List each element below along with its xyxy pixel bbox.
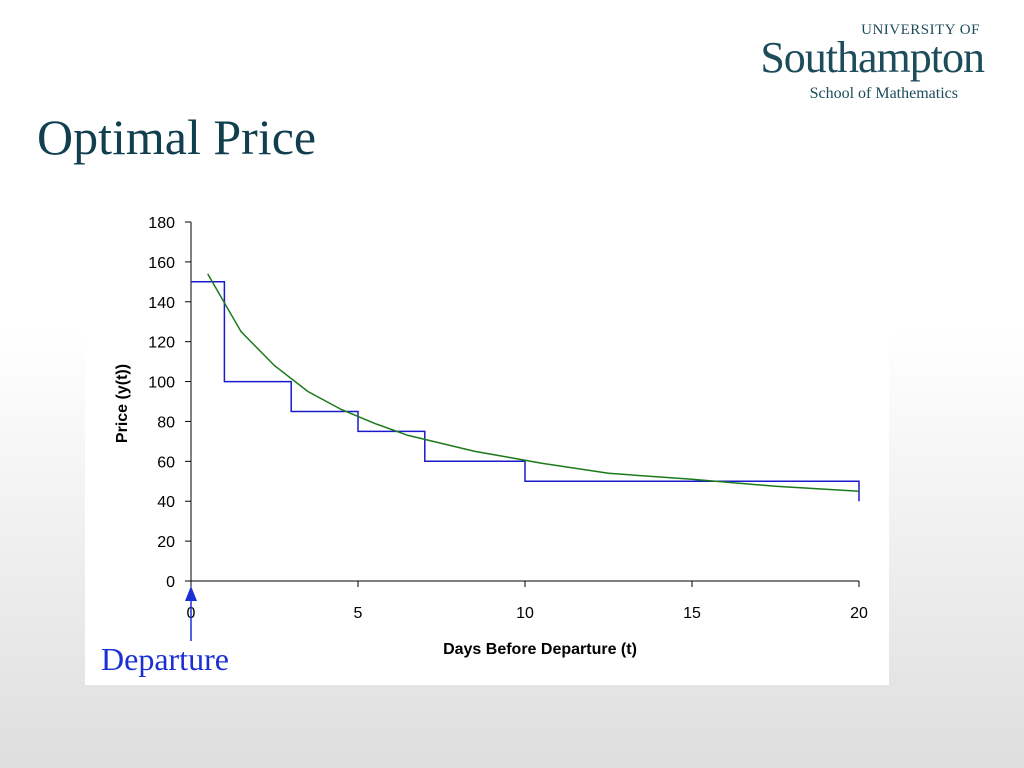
step-price-line	[191, 281, 860, 502]
departure-label: Departure	[101, 641, 229, 677]
y-tick-label: 40	[157, 494, 175, 511]
y-tick-label: 80	[157, 414, 175, 431]
y-axis-label: Price (y(t))	[114, 364, 131, 443]
logo-school-text: School of Mathematics	[809, 85, 958, 102]
slide-title: Optimal Price	[37, 109, 317, 165]
logo-name-text: Southampton	[760, 33, 985, 82]
y-tick-label: 20	[157, 534, 175, 551]
chart-panel: 02040608010012014016018005101520 Days Be…	[85, 200, 889, 685]
y-tick-label: 140	[148, 295, 175, 312]
departure-arrow-head	[185, 586, 197, 601]
chart-series	[191, 273, 860, 502]
x-axis-label: Days Before Departure (t)	[443, 641, 637, 658]
departure-arrow	[185, 586, 197, 641]
x-tick-label: 20	[850, 605, 868, 622]
continuous-price-curve	[207, 273, 860, 493]
y-tick-label: 180	[148, 215, 175, 232]
chart-axes: 02040608010012014016018005101520	[148, 215, 868, 622]
x-tick-label: 5	[354, 605, 363, 622]
y-tick-label: 120	[148, 335, 175, 352]
university-logo: UNIVERSITY OF Southampton School of Math…	[734, 22, 985, 103]
y-tick-label: 60	[157, 454, 175, 471]
y-tick-label: 100	[148, 375, 175, 392]
y-tick-label: 0	[166, 574, 175, 591]
logo-university-text: UNIVERSITY OF	[861, 22, 980, 38]
price-chart: 02040608010012014016018005101520 Days Be…	[114, 215, 868, 658]
x-tick-label: 10	[516, 605, 534, 622]
y-tick-label: 160	[148, 255, 175, 272]
x-tick-label: 15	[683, 605, 701, 622]
